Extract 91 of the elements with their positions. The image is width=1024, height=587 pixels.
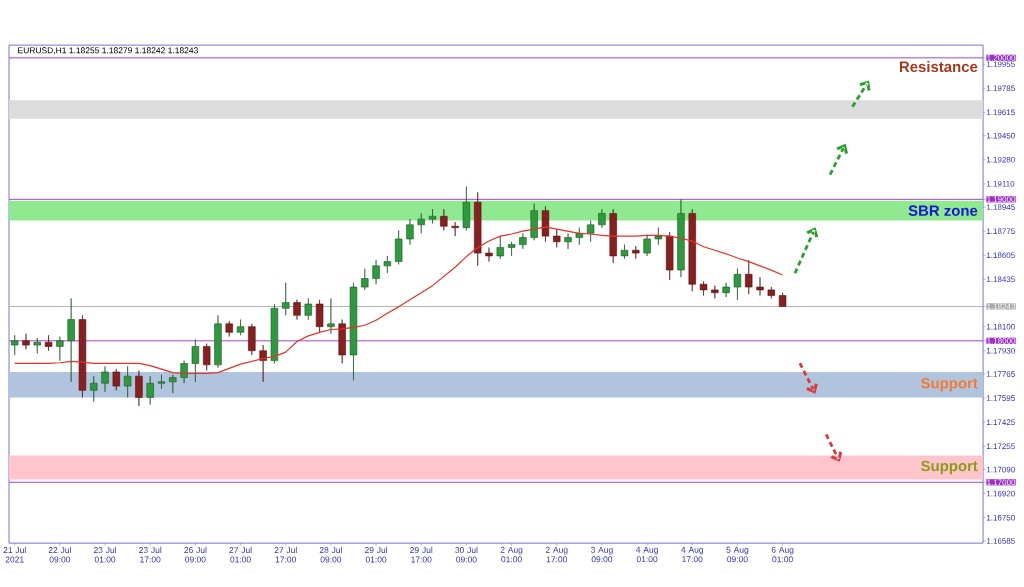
candlestick (519, 232, 527, 250)
candlestick (383, 255, 392, 274)
candlestick (191, 339, 200, 383)
candlestick (44, 334, 53, 352)
candlestick (180, 360, 188, 384)
candlestick (530, 203, 538, 241)
candlestick (406, 218, 414, 245)
candlestick (541, 206, 550, 243)
candlestick (474, 191, 482, 267)
candlestick (56, 336, 64, 361)
candlestick (564, 232, 572, 250)
candlestick (225, 320, 233, 337)
candlestick (169, 374, 177, 394)
candlestick (112, 368, 121, 391)
candlestick (248, 323, 256, 356)
candlestick (665, 231, 674, 281)
x-tick-label: 28 Jul 09:00 (319, 546, 342, 563)
candlestick (677, 199, 685, 278)
candlestick (67, 298, 75, 383)
candlestick (146, 375, 154, 405)
candlestick (11, 334, 19, 356)
band-label: Support (921, 377, 978, 392)
candlestick (78, 315, 87, 398)
candlestick (304, 298, 312, 320)
chart-title: EURUSD,H1 1.18255 1.18279 1.18242 1.18243 (18, 47, 198, 55)
candlestick (157, 374, 166, 390)
x-tick-label: 22 Jul 09:00 (48, 546, 71, 563)
x-tick-label: 2 Aug 01:00 (500, 546, 523, 563)
x-tick-label: 26 Jul 09:00 (184, 546, 207, 563)
ref-line-label: Resistance (899, 61, 978, 73)
candlestick (236, 319, 245, 336)
x-tick-label: 4 Aug 17:00 (681, 546, 704, 563)
candlestick (293, 299, 301, 320)
x-tick-label: 29 Jul 17:00 (410, 546, 433, 563)
candlestick (586, 220, 595, 243)
candlestick (123, 365, 132, 398)
x-tick-label: 2 Aug 17:00 (545, 546, 568, 563)
candlestick (101, 365, 109, 393)
candlestick (688, 208, 696, 292)
candlestick (214, 315, 222, 368)
x-tick-label: 4 Aug 01:00 (635, 546, 658, 563)
x-tick-label: 27 Jul 17:00 (274, 546, 297, 563)
x-tick-label: 30 Jul 09:00 (455, 546, 478, 563)
candlestick (485, 247, 493, 262)
x-tick-label: 3 Aug 09:00 (590, 546, 613, 563)
candlestick (722, 282, 730, 298)
candlestick (372, 259, 380, 285)
candlestick (711, 285, 719, 299)
candlestick (699, 281, 708, 296)
candlestick (733, 268, 742, 301)
candlestick (135, 370, 143, 407)
x-tick-label: 5 Aug 09:00 (726, 546, 749, 563)
candlestick (620, 244, 629, 260)
candlestick (767, 286, 775, 299)
candlestick (778, 292, 787, 307)
candlestick (745, 259, 753, 295)
candlestick (338, 319, 346, 364)
candlestick (462, 186, 471, 231)
candlestick (507, 241, 516, 257)
candlestick (575, 227, 584, 245)
candlestick (756, 276, 764, 296)
candlestick (394, 230, 403, 265)
candlestick (451, 221, 459, 237)
x-tick-label: 23 Jul 01:00 (93, 546, 116, 563)
x-tick-label: 6 Aug 01:00 (771, 546, 794, 563)
candlestick (417, 213, 425, 234)
candlestick (349, 282, 358, 381)
candlestick (496, 235, 504, 260)
candlestick (643, 234, 651, 257)
candlestick (327, 298, 335, 335)
x-tick-label: 21 Jul 2021 (3, 546, 26, 563)
candlestick (361, 268, 369, 291)
candlestick (282, 282, 290, 316)
candlestick (632, 245, 640, 260)
band-label: Support (921, 460, 978, 475)
candlestick (654, 227, 663, 245)
candlestick (553, 228, 561, 248)
candlestick (440, 208, 448, 231)
band-label: SBR zone (908, 205, 978, 216)
candlestick (90, 375, 98, 402)
candlestick (428, 208, 437, 224)
x-tick-label: 27 Jul 01:00 (229, 546, 252, 563)
candlestick (202, 343, 211, 371)
candlestick (270, 303, 279, 364)
x-tick-label: 23 Jul 17:00 (139, 546, 162, 563)
candlestick (315, 299, 324, 333)
candlestick (609, 208, 617, 264)
x-tick-label: 29 Jul 01:00 (364, 546, 388, 563)
candlestick (598, 208, 606, 228)
candlestick (33, 337, 41, 354)
candlestick (22, 333, 30, 350)
